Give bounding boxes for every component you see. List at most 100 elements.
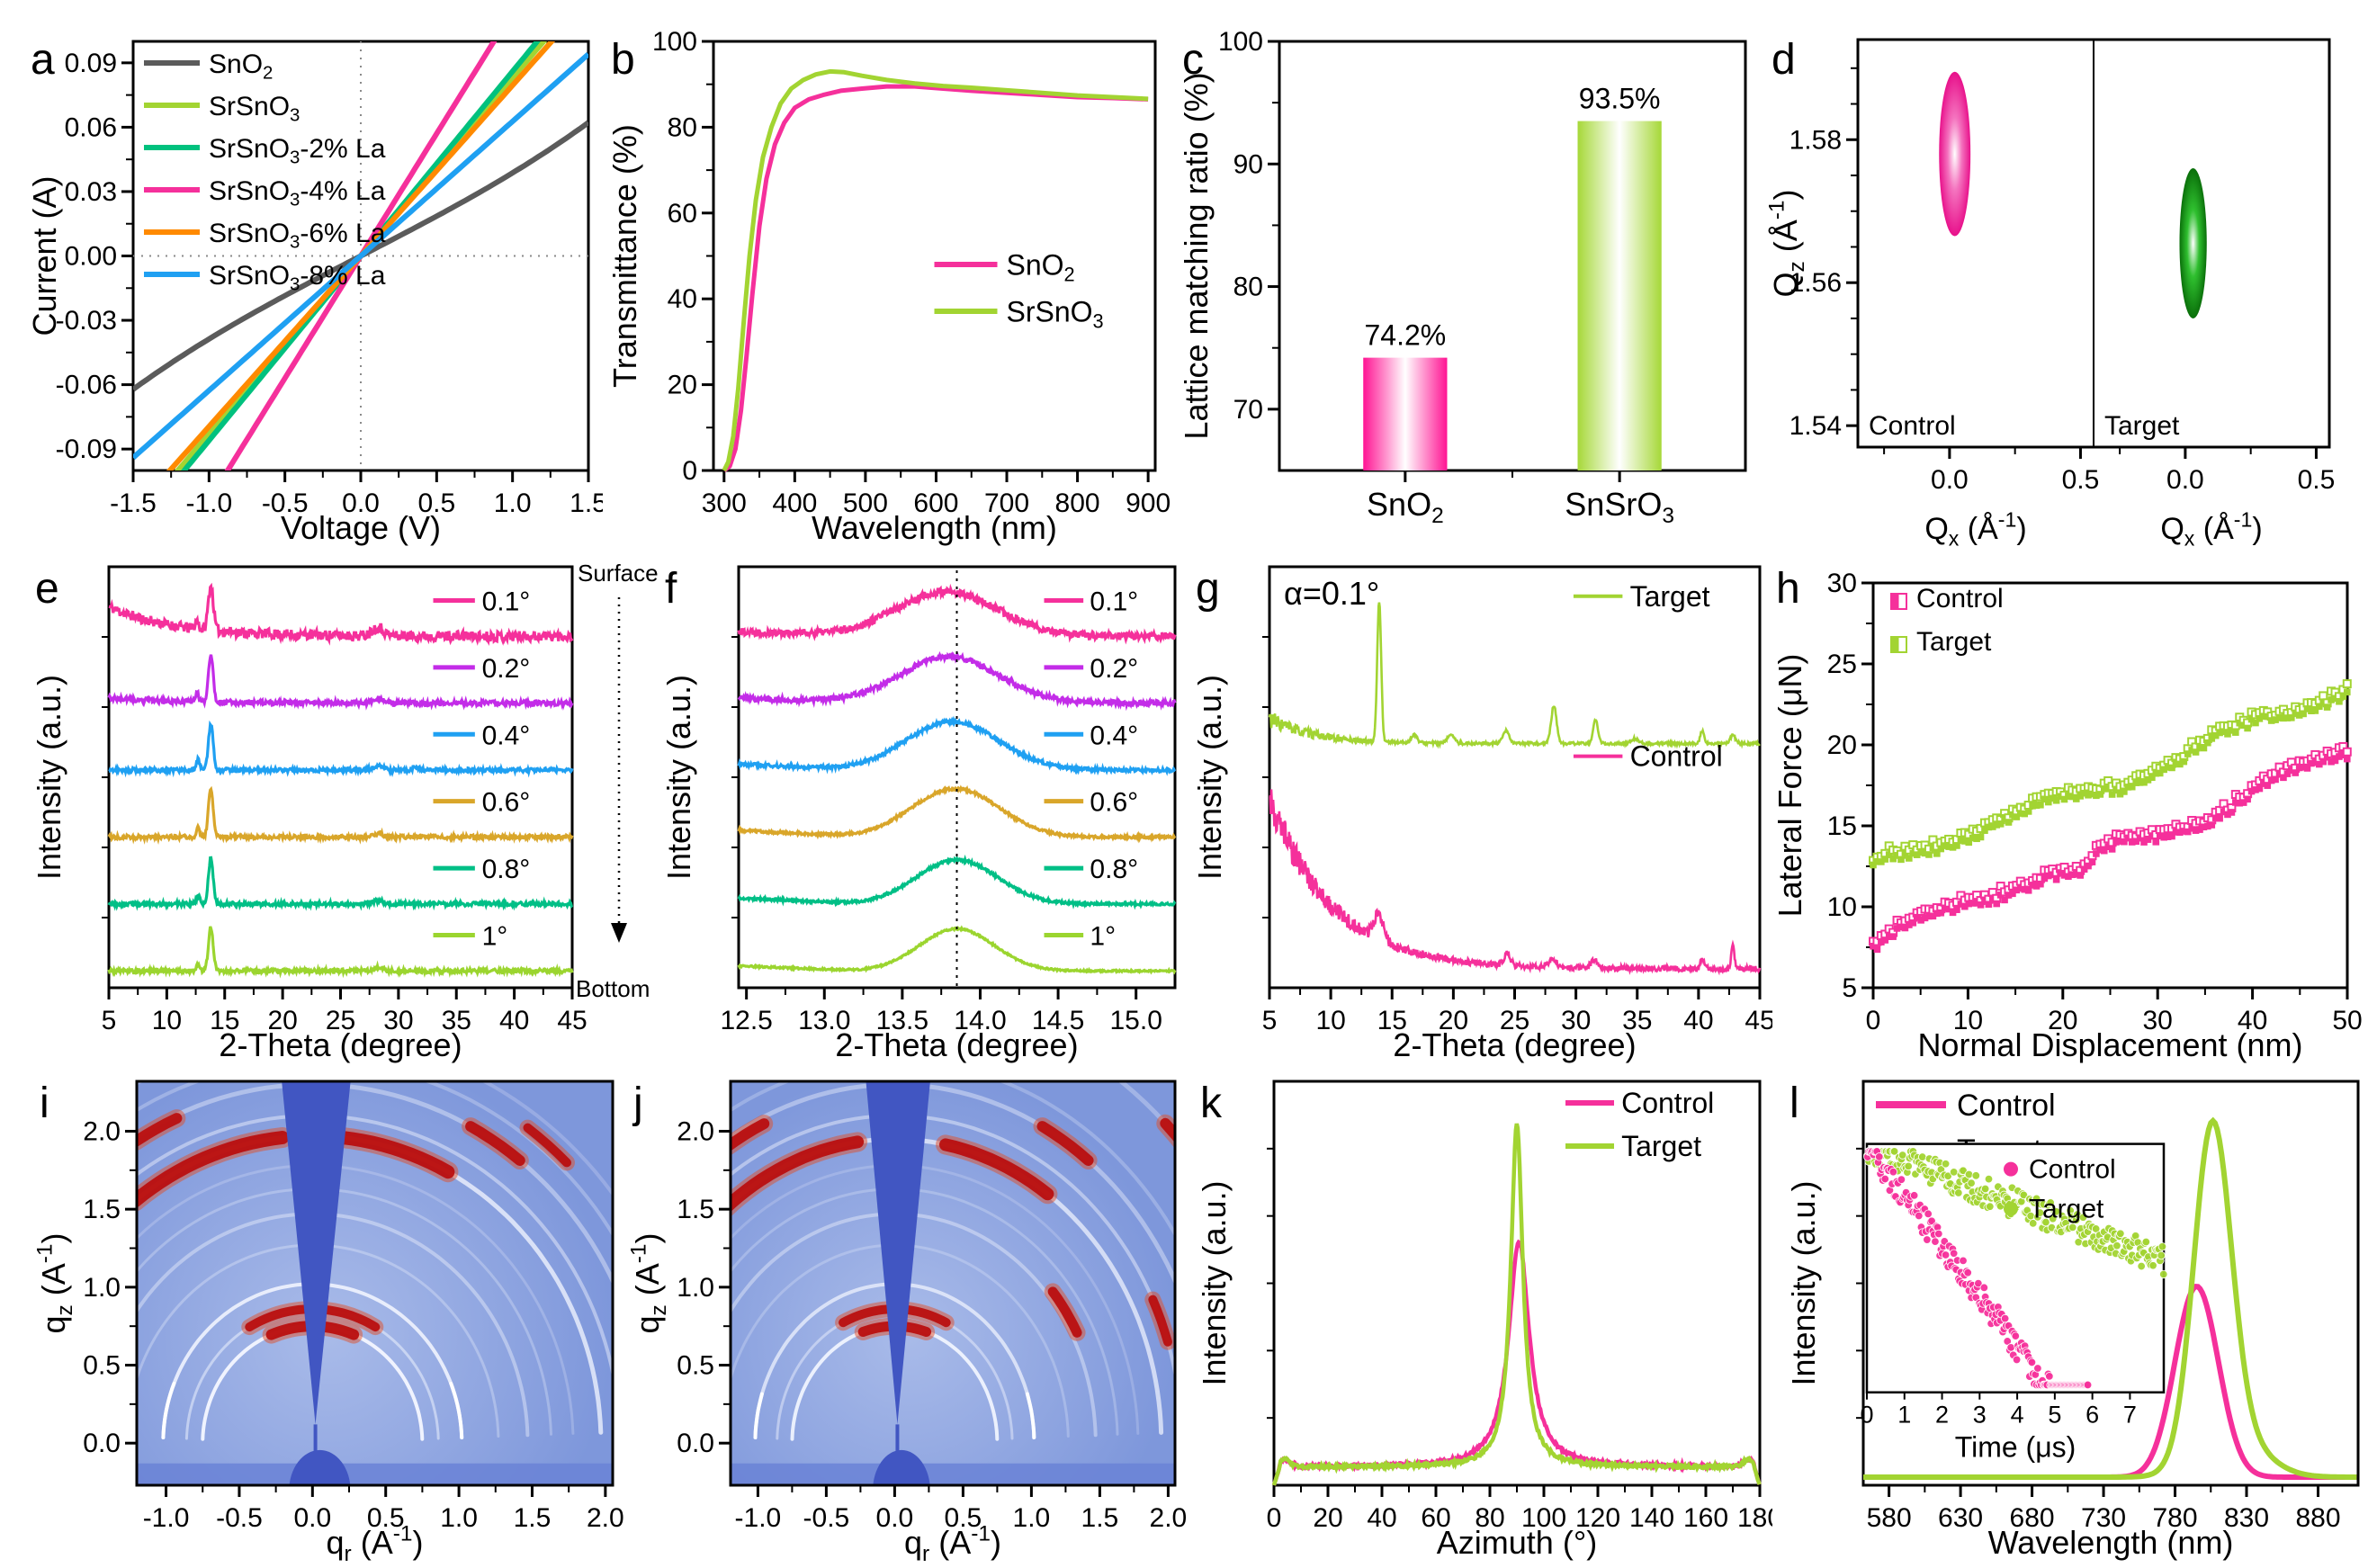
panel-k-chart: 0 20 40 60 80 100 120 140 160 180 Azimuth (°) Inten…	[1197, 1080, 1772, 1561]
x-tick: -0.5	[262, 488, 309, 518]
iv-series	[133, 41, 588, 470]
axes-a: -1.5 -1.0 -0.5 0.0 0.5 1.0 1.5 0.09 0.06 0.03 0.00…	[56, 40, 603, 518]
panel-g: 5 10 15 20 25 30 35 40 45 2-Theta (degree) Intensi…	[1192, 556, 1772, 1071]
y-tick: 90	[1233, 149, 1263, 179]
x-tick: -0.5	[216, 1503, 263, 1533]
x-tick: 10	[1315, 1006, 1345, 1035]
x-tick: 0.0	[293, 1503, 331, 1533]
panel-b-chart: 300 400 500 600 700 800 900 0 20 40 60 80 100 Wavelen…	[607, 27, 1170, 546]
y-tick: 20	[668, 371, 697, 400]
inset-x-tick: 2	[1935, 1402, 1949, 1429]
x-tick: 780	[2153, 1503, 2198, 1533]
axes-j: -1.0 -0.5 0.0 0.5 1.0 1.5 2.0 0.0 0.5 1.0 1.5 2.0	[677, 1080, 1188, 1533]
annotation-bottom: Bottom	[576, 975, 650, 1002]
x-tick: 0.5	[2062, 465, 2100, 495]
panel-e-chart: 5 10 15 20 25 30 35 40 45 2-Theta (degree) Intensi…	[31, 560, 659, 1063]
x-axis-title-h: Normal Displacement (nm)	[1917, 1026, 2302, 1063]
axes-e: 5 10 15 20 25 30 35 40 45	[102, 565, 588, 1035]
y-axis-title-d: Qz (Å-1)	[1768, 189, 1809, 297]
x-tick: 100	[1521, 1503, 1566, 1533]
y-tick: -0.06	[56, 371, 117, 400]
x-tick: 500	[843, 488, 888, 518]
y-axis-title-g: Intensity (a.u.)	[1192, 675, 1228, 880]
azimuth-curve-Target	[1271, 1123, 1762, 1486]
x-tick: 40	[499, 1006, 529, 1035]
panel-g-chart: 5 10 15 20 25 30 35 40 45 2-Theta (degree) Intensi…	[1192, 565, 1772, 1063]
legend-label: SrSnO3-6% La	[209, 219, 386, 253]
y-tick: 0	[682, 456, 697, 486]
pl-curve-Target	[1863, 1116, 2357, 1480]
x-tick: 0	[1866, 1006, 1881, 1035]
axes-l: 580 630 680 730 780 830 880	[1856, 1080, 2360, 1533]
x-tick: 1.5	[1081, 1503, 1119, 1533]
legend-label: 0.6°	[482, 788, 531, 818]
azimuth-curve-Control	[1271, 1239, 1762, 1486]
y-axis-title-a: Current (A)	[27, 175, 63, 336]
legend-marker	[2004, 1201, 2018, 1216]
legend-label: SrSnO3-2% La	[209, 134, 386, 168]
panel-letter-i: i	[40, 1080, 49, 1127]
y-axis-title-b: Transmittance (%)	[607, 124, 643, 388]
y-tick: 0.5	[677, 1351, 714, 1381]
x-tick: 680	[2010, 1503, 2055, 1533]
y-tick: -0.03	[56, 306, 117, 336]
x-tick: 160	[1683, 1503, 1728, 1533]
axes-h: 0 10 20 30 40 50 5 10 15 20 25 30	[1827, 569, 2362, 1035]
x-axis-title-i: qr (A-1)	[327, 1522, 424, 1566]
rsm-blob-Control	[1939, 71, 1971, 237]
legend-label: 0.1°	[1090, 587, 1138, 616]
x-tick: 880	[2295, 1503, 2340, 1533]
x-tick: 80	[1475, 1503, 1504, 1533]
x-tick: 15	[210, 1006, 239, 1035]
x-tick: 1.5	[514, 1503, 552, 1533]
inset-x-tick: 4	[2011, 1402, 2024, 1429]
x-tick: 400	[772, 488, 817, 518]
x-tick: 13.5	[876, 1006, 928, 1035]
x-tick: 700	[984, 488, 1029, 518]
legend-label: 1°	[482, 922, 508, 952]
bar-category-0: SnO2	[1367, 486, 1444, 528]
x-tick: 5	[1262, 1006, 1278, 1035]
x-tick: 25	[326, 1006, 355, 1035]
legend-label: Target	[1916, 627, 1992, 657]
friction-series-Control	[1869, 741, 2352, 954]
x-tick: 830	[2224, 1503, 2269, 1533]
panel-letter-d: d	[1772, 36, 1796, 84]
xrd-trace-1°	[737, 925, 1177, 975]
x-tick: 10	[1953, 1006, 1983, 1035]
legend-label: Control	[2029, 1155, 2116, 1185]
y-tick: 30	[1827, 569, 1857, 598]
x-tick: 20	[267, 1006, 297, 1035]
legend-label: Target	[1621, 1130, 1701, 1162]
xrd-trace-0.2°	[107, 654, 574, 711]
x-tick: 140	[1629, 1503, 1674, 1533]
x-tick: 630	[1938, 1503, 1983, 1533]
panel-d: 0.0 0.5 Qx (Å-1) Control 0.0 0.5 Qx (Å-1) Targe…	[1768, 27, 2344, 553]
x-tick: 0.5	[367, 1503, 405, 1533]
annotation-alpha: α=0.1°	[1284, 575, 1379, 612]
panel-f-chart: 12.5 13.0 13.5 14.0 14.5 15.0 2-Theta (degree)…	[661, 565, 1177, 1063]
x-axis-title-e: 2-Theta (degree)	[219, 1026, 462, 1063]
y-tick: 0.0	[83, 1429, 121, 1458]
xrd-trace-0.1°	[108, 582, 574, 647]
legend-label: Target	[2029, 1195, 2104, 1224]
curve-SnO_{2}	[722, 84, 1149, 472]
detector-wedge	[282, 1081, 351, 1425]
x-tick: 15.0	[1110, 1006, 1162, 1035]
panel-j-chart: -1.0 -0.5 0.0 0.5 1.0 1.5 2.0 0.0 0.5 1.0 1.5 2.0 qr…	[630, 1080, 1188, 1566]
panel-h: 0 10 20 30 40 50 5 10 15 20 25 30 Normal Displacemen…	[1772, 556, 2362, 1071]
y-tick: 20	[1827, 730, 1857, 760]
x-tick: 20	[1439, 1006, 1468, 1035]
x-tick: 2.0	[1150, 1503, 1188, 1533]
y-tick: 1.0	[83, 1273, 121, 1303]
legend-label: 0.1°	[482, 587, 531, 616]
legend-label: SrSnO3-4% La	[209, 176, 386, 211]
x-tick: 0.5	[2298, 465, 2336, 495]
x-tick: 35	[442, 1006, 471, 1035]
x-tick: 2.0	[587, 1503, 624, 1533]
inset-decay: 0 1 2 3 4 5 6 7 Time (μs) Control Target	[1860, 1142, 2168, 1464]
xrd-trace-0.8°	[107, 856, 574, 911]
